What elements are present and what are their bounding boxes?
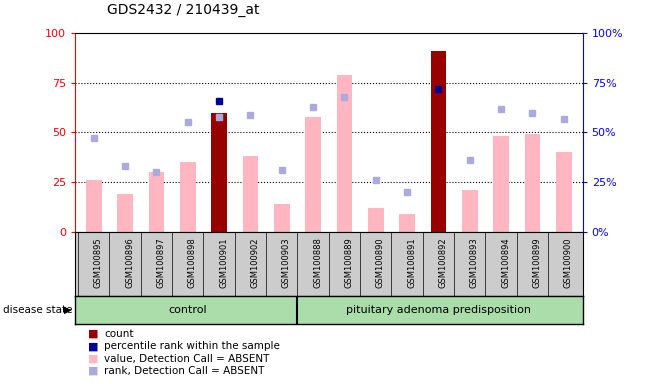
Text: GSM100901: GSM100901 [219,237,228,288]
Bar [368,209,383,232]
Text: GSM100892: GSM100892 [439,237,447,288]
Text: GSM100888: GSM100888 [313,237,322,288]
Bar [243,156,258,232]
Text: control: control [169,305,207,315]
Text: ▶: ▶ [64,305,72,315]
Bar [493,136,509,232]
Bar [117,194,133,232]
Text: GSM100895: GSM100895 [94,237,103,288]
Text: GSM100891: GSM100891 [407,237,416,288]
Bar [430,51,447,232]
Text: disease state: disease state [3,305,73,315]
Bar [180,162,195,232]
Bar [525,134,540,232]
Bar [211,113,227,232]
Text: pituitary adenoma predisposition: pituitary adenoma predisposition [346,305,531,315]
Bar [337,74,352,232]
Text: GSM100903: GSM100903 [282,237,291,288]
Text: GSM100897: GSM100897 [156,237,165,288]
Text: GSM100899: GSM100899 [533,237,542,288]
Text: ■: ■ [88,354,98,364]
Text: value, Detection Call = ABSENT: value, Detection Call = ABSENT [104,354,270,364]
Text: ■: ■ [88,341,98,351]
Bar [399,214,415,232]
Bar [148,172,164,232]
Text: ■: ■ [88,329,98,339]
Text: GSM100889: GSM100889 [344,237,353,288]
Text: ■: ■ [88,366,98,376]
Bar [305,116,321,232]
Bar [462,190,478,232]
Text: GSM100890: GSM100890 [376,237,385,288]
Bar [274,204,290,232]
Text: percentile rank within the sample: percentile rank within the sample [104,341,280,351]
Text: GSM100896: GSM100896 [125,237,134,288]
Text: GSM100893: GSM100893 [470,237,478,288]
Text: GSM100894: GSM100894 [501,237,510,288]
Bar [86,180,102,232]
Text: GDS2432 / 210439_at: GDS2432 / 210439_at [107,3,260,17]
Text: count: count [104,329,133,339]
Bar [556,152,572,232]
Text: rank, Detection Call = ABSENT: rank, Detection Call = ABSENT [104,366,264,376]
Text: GSM100902: GSM100902 [251,237,259,288]
Text: GSM100900: GSM100900 [564,237,573,288]
Text: GSM100898: GSM100898 [187,237,197,288]
